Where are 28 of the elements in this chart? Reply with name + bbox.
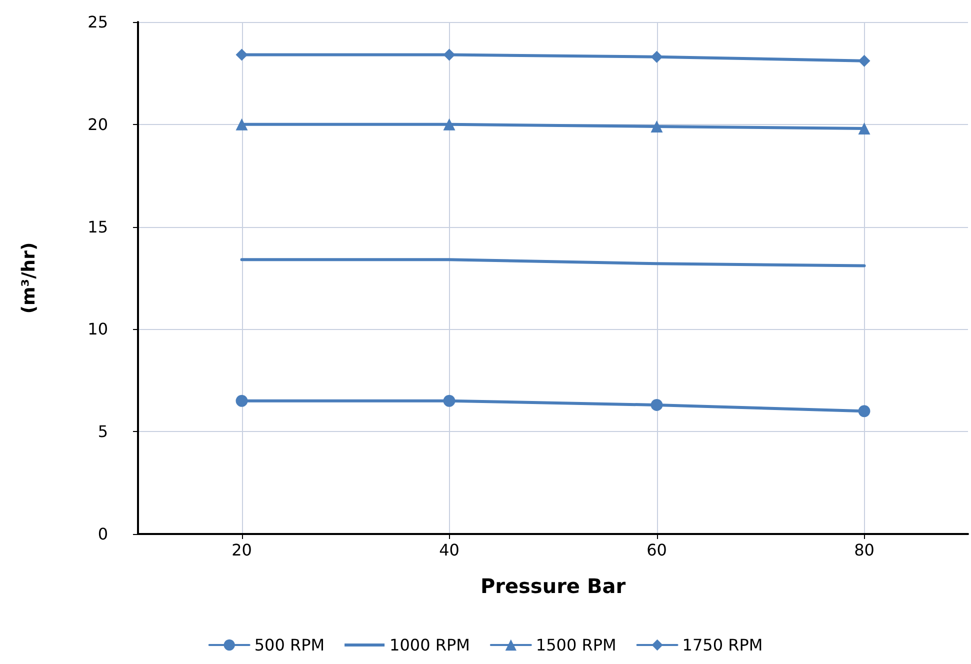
point (236, 118, 248, 130)
legend-label: 1000 RPM (390, 636, 470, 654)
point (236, 48, 248, 61)
point (858, 122, 870, 134)
y-tick-label: 15 (88, 217, 108, 236)
point (858, 405, 870, 418)
legend-label: 500 RPM (254, 636, 325, 654)
point (650, 398, 663, 411)
y-tick-label: 10 (88, 320, 108, 339)
legend-label: 1750 RPM (682, 636, 763, 654)
y-tick-label: 0 (98, 524, 108, 544)
point (650, 50, 663, 63)
y-axis-title: (m³/hr) (18, 242, 40, 314)
x-tick-label: 20 (232, 540, 252, 560)
point (443, 48, 456, 61)
x-tick-label: 40 (439, 540, 460, 560)
x-axis-title: Pressure Bar (480, 574, 626, 598)
y-tick-label: 20 (88, 114, 108, 134)
point (236, 394, 248, 407)
y-tick-label: 5 (98, 422, 108, 442)
x-tick-label: 60 (646, 540, 667, 560)
point (650, 120, 663, 132)
point (443, 118, 456, 130)
legend-label: 1500 RPM (536, 636, 616, 654)
point (858, 54, 870, 67)
point (443, 394, 456, 407)
y-tick-label: 25 (88, 12, 108, 32)
x-tick-label: 80 (854, 540, 874, 560)
